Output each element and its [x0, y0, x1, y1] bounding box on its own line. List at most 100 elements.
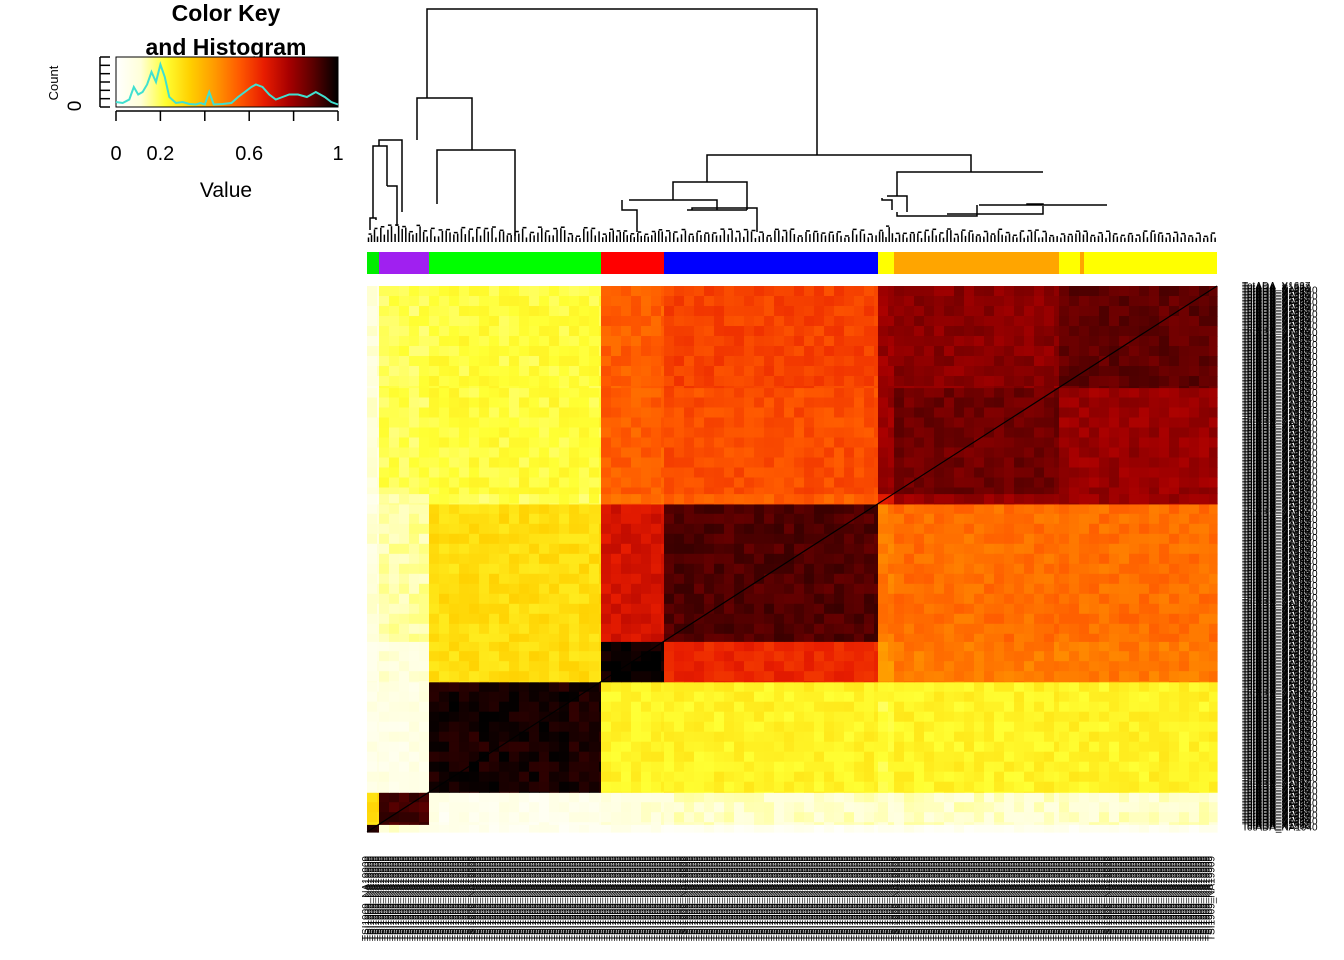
heatmap-cell [529, 493, 540, 505]
heatmap-cell [904, 417, 915, 429]
heatmap-cell [874, 407, 879, 419]
heatmap-cell [694, 771, 705, 783]
heatmap-cell [994, 437, 1005, 449]
heatmap-cell [589, 802, 600, 813]
heatmap-cell [1099, 503, 1110, 515]
heatmap-cell [379, 467, 390, 479]
heatmap-cell [579, 553, 590, 565]
heatmap-cell [704, 824, 715, 833]
heatmap-cell [1179, 731, 1190, 743]
heatmap-cell [684, 523, 695, 535]
heatmap-cell [894, 457, 905, 469]
heatmap-cell [469, 306, 480, 317]
heatmap-cell [379, 397, 390, 409]
heatmap-cell [804, 427, 815, 439]
heatmap-cell [539, 792, 550, 803]
heatmap-cell [724, 681, 735, 693]
heatmap-cell [509, 771, 520, 783]
heatmap-cell [579, 681, 590, 683]
heatmap-cell [714, 543, 725, 555]
color-key-value-axis: 0 0.2 0.6 1 [110, 110, 344, 165]
heatmap-cell [1024, 563, 1035, 575]
heatmap-cell [724, 417, 735, 429]
heatmap-cell [744, 457, 755, 469]
heatmap-cell [1004, 681, 1015, 683]
heatmap-cell [479, 824, 490, 833]
heatmap-cell [499, 316, 510, 327]
heatmap-cell [389, 387, 400, 399]
heatmap-cell [379, 503, 390, 505]
heatmap-cell [704, 493, 715, 505]
heatmap-cell [874, 641, 879, 652]
heatmap-cell [479, 553, 490, 565]
heatmap-cell [429, 603, 440, 615]
heatmap-cell [994, 407, 1005, 419]
heatmap-cell [744, 417, 755, 429]
heatmap-cell [964, 721, 975, 733]
heatmap-cell [774, 447, 785, 459]
heatmap-cell [784, 651, 795, 662]
heatmap-cell [439, 477, 450, 489]
heatmap-cell [379, 751, 390, 763]
heatmap-cell [1129, 513, 1140, 525]
heatmap-cell [499, 477, 510, 489]
heatmap-cell [509, 671, 520, 682]
heatmap-cell [864, 691, 875, 703]
heatmap-cell [1079, 812, 1090, 823]
heatmap-cell [539, 543, 550, 555]
heatmap-cell [1159, 533, 1170, 545]
heatmap-cell [684, 792, 695, 803]
heatmap-cell [994, 812, 1005, 823]
heatmap-cell [1024, 701, 1035, 713]
heatmap-cell [764, 641, 775, 652]
heatmap-cell [599, 447, 602, 459]
heatmap-cell [1179, 751, 1190, 763]
heatmap-cell [888, 802, 895, 813]
heatmap-cell [449, 791, 460, 793]
heatmap-cell [934, 583, 945, 595]
heatmap-cell [631, 661, 642, 672]
heatmap-cell [874, 822, 879, 825]
heatmap-cell [984, 513, 995, 525]
heatmap-cell [1034, 633, 1045, 642]
heatmap-cell [399, 356, 410, 367]
heatmap-cell [974, 533, 985, 545]
heatmap-cell [1129, 477, 1140, 489]
heatmap-cell [854, 387, 865, 399]
color-key-count-label: Count [46, 65, 61, 100]
heatmap-cell [449, 286, 460, 297]
heatmap-cell [399, 771, 410, 783]
heatmap-cell [904, 427, 915, 439]
heatmap-cell [1169, 573, 1180, 585]
heatmap-cell [429, 661, 440, 672]
heatmap-cell [888, 563, 895, 575]
heatmap-cell [784, 593, 795, 605]
heatmap-cell [631, 427, 642, 439]
heatmap-cell [844, 681, 855, 683]
heatmap-cell [694, 533, 705, 545]
heatmap-cell [1089, 397, 1100, 409]
heatmap-cell [1139, 457, 1150, 469]
heatmap-cell [1179, 447, 1190, 459]
heatmap-cell [589, 613, 600, 625]
heatmap-cell [1199, 493, 1210, 505]
heatmap-cell [549, 741, 560, 753]
heatmap-cell [1179, 407, 1190, 419]
heatmap-cell [974, 651, 985, 662]
heatmap-cell [439, 822, 450, 825]
heatmap-cell [824, 641, 835, 652]
heatmap-cell [661, 731, 665, 743]
heatmap-cell [954, 417, 965, 429]
heatmap-cell [1199, 812, 1210, 823]
heatmap-cell [1044, 467, 1055, 479]
heatmap-cell [661, 791, 665, 793]
heatmap-cell [409, 407, 420, 419]
heatmap-cell [569, 721, 580, 733]
heatmap-cell [1034, 711, 1045, 723]
heatmap-cell [844, 407, 855, 419]
heatmap-cell [489, 633, 500, 642]
heatmap-cell [631, 457, 642, 469]
heatmap-cell [1069, 583, 1080, 595]
heatmap-cell [878, 533, 889, 545]
heatmap-cell [1159, 477, 1170, 489]
